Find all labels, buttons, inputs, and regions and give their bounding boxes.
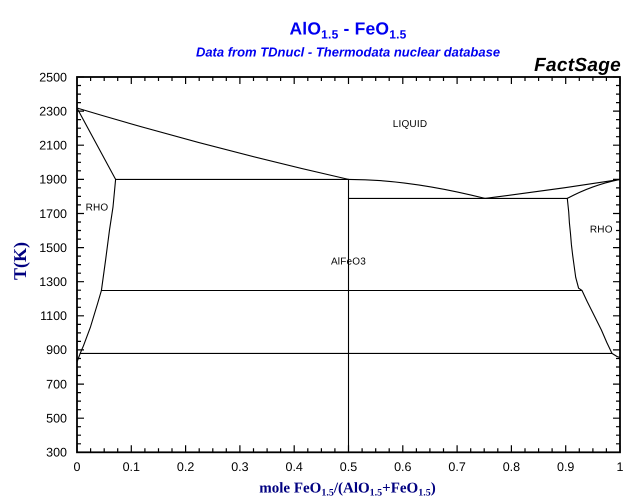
svg-text:300: 300 bbox=[46, 446, 67, 460]
svg-text:1300: 1300 bbox=[39, 275, 67, 289]
svg-text:900: 900 bbox=[46, 343, 67, 357]
svg-text:FactSage: FactSage bbox=[534, 55, 621, 76]
svg-text:LIQUID: LIQUID bbox=[393, 119, 428, 130]
svg-text:1500: 1500 bbox=[39, 241, 67, 255]
svg-text:0.7: 0.7 bbox=[448, 460, 465, 474]
svg-text:0.3: 0.3 bbox=[231, 460, 248, 474]
svg-text:700: 700 bbox=[46, 377, 67, 391]
svg-text:0.6: 0.6 bbox=[394, 460, 411, 474]
svg-text:1700: 1700 bbox=[39, 207, 67, 221]
svg-text:AlO1.5 - FeO1.5: AlO1.5 - FeO1.5 bbox=[289, 18, 406, 41]
svg-text:Data from TDnucl - Thermodata: Data from TDnucl - Thermodata nuclear da… bbox=[196, 45, 500, 60]
svg-text:1: 1 bbox=[617, 460, 624, 474]
svg-text:2100: 2100 bbox=[39, 139, 67, 153]
svg-text:T(K): T(K) bbox=[10, 242, 30, 280]
svg-text:mole FeO1.5/(AlO1.5+FeO1.5): mole FeO1.5/(AlO1.5+FeO1.5) bbox=[259, 480, 435, 498]
svg-text:500: 500 bbox=[46, 412, 67, 426]
svg-text:AlFeO3: AlFeO3 bbox=[331, 257, 366, 268]
svg-text:1100: 1100 bbox=[40, 309, 67, 323]
svg-text:1900: 1900 bbox=[39, 173, 67, 187]
svg-text:0.4: 0.4 bbox=[286, 460, 303, 474]
svg-text:RHO: RHO bbox=[86, 203, 109, 214]
svg-text:0.8: 0.8 bbox=[503, 460, 520, 474]
svg-text:RHO: RHO bbox=[590, 225, 613, 236]
svg-text:2300: 2300 bbox=[39, 104, 67, 118]
svg-text:0: 0 bbox=[74, 460, 81, 474]
svg-text:0.2: 0.2 bbox=[177, 460, 194, 474]
svg-text:2500: 2500 bbox=[39, 70, 67, 84]
svg-text:0.9: 0.9 bbox=[557, 460, 574, 474]
svg-text:0.5: 0.5 bbox=[340, 460, 357, 474]
svg-text:0.1: 0.1 bbox=[123, 460, 140, 474]
